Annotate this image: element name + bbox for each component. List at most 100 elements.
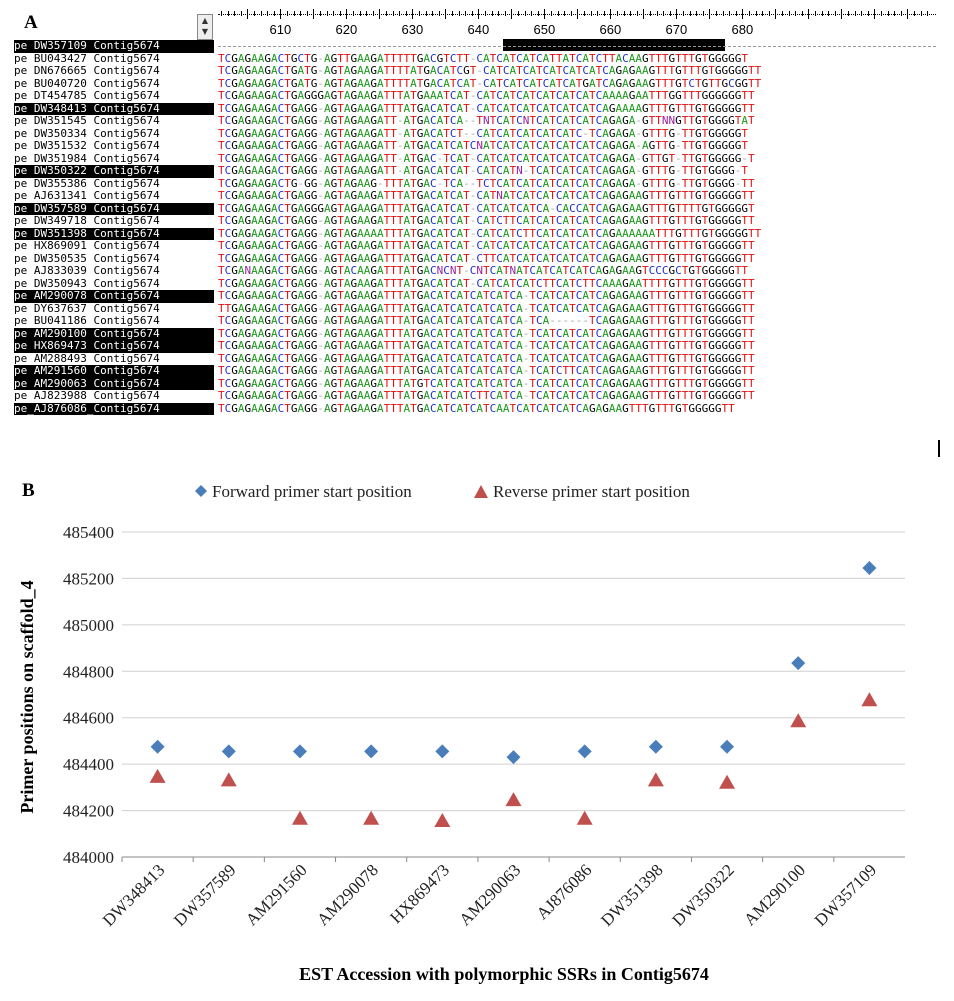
ruler-tick xyxy=(227,11,229,16)
sequence-name[interactable]: pe DT454785 Contig5674 xyxy=(14,90,160,102)
sequence-name[interactable]: pe AM290063 Contig5674 xyxy=(14,377,214,390)
sequence-name[interactable]: pe AM290078 Contig5674 xyxy=(14,290,214,303)
ruler-tick xyxy=(425,11,427,16)
sequence-name[interactable]: pe DW350322 Contig5674 xyxy=(14,165,214,178)
chart-legend: Forward primer start position Reverse pr… xyxy=(195,482,690,501)
ruler-tick xyxy=(537,11,539,16)
ruler-tick xyxy=(280,9,282,19)
chart-points xyxy=(149,560,878,828)
ruler-tick xyxy=(795,11,797,16)
sequence-row: TCGAGAAGACTGATG-AGTAGAAGATTTTATGACATCAT-… xyxy=(218,77,762,90)
sequence-name[interactable]: pe DW351398 Contig5674 xyxy=(14,227,214,240)
reverse-primer-point xyxy=(291,810,308,825)
sequence-row: TCGAGAAGACTGAGG-AGTAGAAGATTTATGACATCATCA… xyxy=(218,365,755,377)
ruler-tick xyxy=(346,9,348,19)
sequence-name[interactable]: pe DY637637 Contig5674 xyxy=(14,302,160,315)
sequence-row: TCGAGAAGACTGAGG-AGTAGAAGATT-ATGACATCT--C… xyxy=(218,127,748,140)
y-tick-label: 484800 xyxy=(63,662,114,681)
sequence-row: TCGAGAAGACTGATG-AGTAGAAGATTTTATGACATCGT-… xyxy=(218,65,762,77)
ruler-tick xyxy=(683,11,684,16)
sequence-name[interactable]: pe HX869473 Contig5674 xyxy=(14,340,214,353)
sequence-name[interactable]: pe AM291560 Contig5674 xyxy=(14,365,214,378)
alignment-divider xyxy=(218,46,936,47)
panel-b-letter: B xyxy=(22,480,35,501)
ruler-tick xyxy=(491,11,493,16)
forward-primer-point xyxy=(648,739,663,754)
x-tick-label: DW350322 xyxy=(668,860,738,930)
consensus-highlight-bar xyxy=(503,39,725,51)
ruler-tick xyxy=(603,11,605,16)
ruler-tick xyxy=(531,11,533,16)
ruler-label: 610 xyxy=(269,22,292,37)
panel-a-letter: A xyxy=(24,12,38,33)
ruler-tick xyxy=(656,11,658,16)
forward-primer-point xyxy=(435,744,450,759)
ruler-tick xyxy=(260,11,262,16)
x-tick-label: AM290100 xyxy=(740,860,809,929)
x-axis-ticks: DW348413 DW357589 AM291560 AM290078 HX869473… xyxy=(99,857,880,930)
sequence-row: TCGAGAAGACTGAGG-AGTAGAAGATTTATGACATCATCA… xyxy=(218,402,735,415)
ruler-label: 670 xyxy=(665,22,688,37)
ruler-tick xyxy=(894,11,896,16)
sequence-name[interactable]: pe DW351984 Contig5674 xyxy=(14,152,160,165)
ruler-tick xyxy=(221,11,222,16)
ruler-tick xyxy=(326,11,328,16)
sequence-name[interactable]: pe DW357109 Contig5674 xyxy=(14,40,214,53)
sequence-name[interactable]: pe AJ833039 Contig5674 xyxy=(14,265,160,277)
ruler-tick xyxy=(458,11,460,16)
ruler-tick xyxy=(504,11,506,16)
sequence-name[interactable]: pe DN676665 Contig5674 xyxy=(14,65,160,77)
ruler-tick xyxy=(643,9,645,19)
sequence-row: TCGAGAAGACTGAGG-AGTAGAAGATTTATGACATCATCT… xyxy=(218,390,755,402)
sequence-row: TCGAGAAGACTGAGG-AGTAGAAGATT-ATGACATCAT-C… xyxy=(218,165,748,177)
sequence-row: TCGAGAAGACTGAGGGAGTAGAAGATTTATGAAATCAT-C… xyxy=(218,90,755,102)
sequence-name[interactable]: pe DW350943 Contig5674 xyxy=(14,277,160,290)
x-tick-label: AM291560 xyxy=(242,860,311,929)
sequence-name[interactable]: pe DW348413 Contig5674 xyxy=(14,102,214,115)
reverse-primer-point xyxy=(149,768,166,783)
ruler-tick xyxy=(702,11,704,16)
ruler-tick xyxy=(412,9,414,19)
ruler-tick xyxy=(524,11,526,16)
ruler-label: 640 xyxy=(467,22,490,37)
sequence-name[interactable]: pe DW355386 Contig5674 xyxy=(14,177,160,190)
y-tick-label: 484600 xyxy=(63,709,114,728)
sequence-name[interactable]: pe DW350535 Contig5674 xyxy=(14,252,160,265)
ruler-tick xyxy=(478,9,480,19)
sequence-name[interactable]: pe HX869091 Contig5674 xyxy=(14,240,160,252)
ruler-tick xyxy=(544,9,546,19)
y-tick-label: 485200 xyxy=(63,569,114,588)
sequence-row: TCGAGAAGACTGAGG-AGTAGAAGATTTATGACATCAT-C… xyxy=(218,102,755,115)
x-tick-label: HX869473 xyxy=(386,860,453,927)
ruler-tick xyxy=(762,11,764,16)
sequence-name[interactable]: pe DW349718 Contig5674 xyxy=(14,215,160,227)
sequence-name[interactable]: pe_AJ876086_Contig5674 xyxy=(14,402,214,415)
reverse-primer-point xyxy=(719,774,736,789)
ruler-tick xyxy=(782,11,783,16)
sequence-name[interactable]: pe DW350334 Contig5674 xyxy=(14,127,160,140)
sequence-name[interactable]: pe DW351532 Contig5674 xyxy=(14,140,160,152)
sequence-name[interactable]: pe AM288493 Contig5674 xyxy=(14,352,160,365)
ruler-tick xyxy=(399,11,401,16)
sequence-name[interactable]: pe DW351545 Contig5674 xyxy=(14,115,160,127)
sequence-name[interactable]: pe AM290100 Contig5674 xyxy=(14,327,214,340)
ruler-tick xyxy=(742,9,744,19)
ruler-tick xyxy=(623,11,625,16)
ruler-tick xyxy=(465,11,467,16)
sequence-name[interactable]: pe BU040720 Contig5674 xyxy=(14,77,160,90)
sequence-name[interactable]: pe AJ631341 Contig5674 xyxy=(14,190,160,202)
sequence-name[interactable]: pe AJ823988 Contig5674 xyxy=(14,390,160,402)
sequence-name[interactable]: pe BU043427 Contig5674 xyxy=(14,52,160,65)
sequence-alignment-list: TCGAGAAGACTGCTG-AGTTGAAGATTTTTGACGTCTT-C… xyxy=(218,40,936,415)
ruler-tick xyxy=(313,9,315,19)
sequence-name[interactable]: pe BU041186 Contig5674 xyxy=(14,315,160,327)
y-tick-label: 485000 xyxy=(63,616,114,635)
sequence-name[interactable]: pe DW357589 Contig5674 xyxy=(14,202,214,215)
ruler-tick xyxy=(597,11,599,16)
ruler-tick xyxy=(834,11,836,16)
forward-primer-point xyxy=(150,739,165,754)
ruler-scroll-button[interactable]: ▲ ▼ xyxy=(197,14,213,40)
sequence-row xyxy=(218,40,936,53)
ruler-tick xyxy=(320,11,321,16)
ruler-tick xyxy=(801,11,803,16)
